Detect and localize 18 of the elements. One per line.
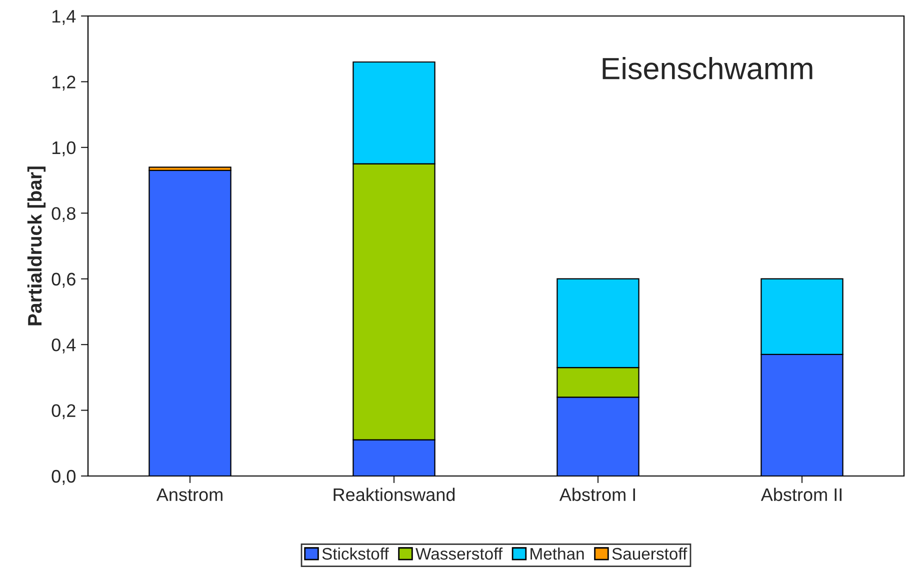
x-tick-label: Abstrom I [559,488,635,502]
y-tick-label: 1,4 [52,10,76,25]
y-tick-label: 0,2 [52,404,76,420]
x-tick-label: Anstrom [156,488,222,502]
legend-label: Stickstoff [322,547,389,560]
x-tick-label: Abstrom II [760,488,842,502]
y-tick-label: 1,2 [52,76,76,91]
y-tick-label: 0,4 [52,338,76,354]
y-axis-title: Partialdruck [bar] [27,166,46,326]
y-tick-label: 0,8 [52,207,76,222]
text: Eisenschwamm [602,56,812,80]
legend-label: Methan [530,547,584,560]
y-tick-label: 0,0 [52,470,76,485]
y-tick-label: 1,0 [52,141,76,156]
x-tick-label: Reaktionswand [334,488,455,502]
legend-label: Sauerstoff [612,547,688,560]
legend-label: Wasserstoff [416,547,503,560]
y-tick-label: 0,6 [52,272,76,288]
